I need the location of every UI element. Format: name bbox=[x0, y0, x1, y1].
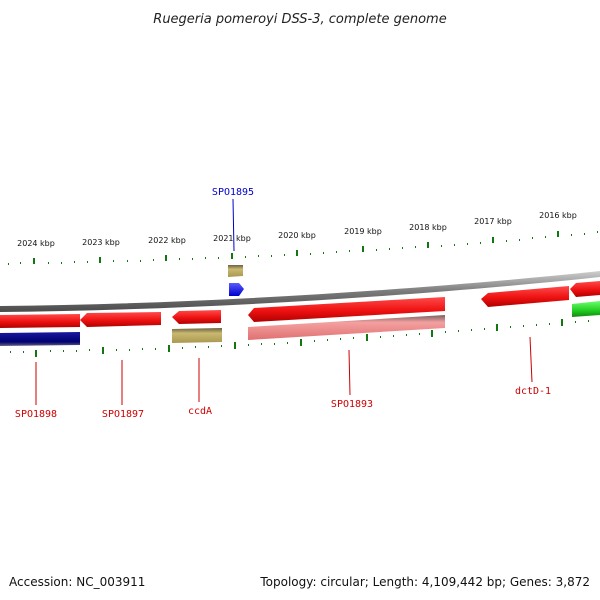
genome-backbone bbox=[0, 271, 600, 312]
label-lines bbox=[35, 198, 533, 405]
scale-label: 2018 kbp bbox=[409, 223, 447, 232]
gene-label-spo1893[interactable]: SPO1893 bbox=[331, 399, 373, 410]
gene-label-ccda[interactable]: ccdA bbox=[188, 406, 212, 417]
gene-ccda[interactable] bbox=[172, 310, 221, 324]
scale-label: 2023 kbp bbox=[82, 238, 120, 247]
outer-tick-row bbox=[8, 231, 598, 265]
scale-label: 2024 kbp bbox=[17, 239, 55, 248]
gene-spo1897[interactable] bbox=[80, 312, 161, 327]
gene-red-edge[interactable] bbox=[570, 281, 600, 297]
topology-text: Topology: circular; Length: 4,109,442 bp… bbox=[259, 575, 590, 589]
accession-text: Accession: NC_003911 bbox=[9, 575, 145, 589]
inner-tick-row bbox=[10, 319, 589, 357]
gene-label-spo1898[interactable]: SPO1898 bbox=[15, 409, 57, 420]
scale-labels: 2024 kbp 2023 kbp 2022 kbp 2021 kbp 2020… bbox=[17, 211, 577, 248]
label-line-dctd-1 bbox=[529, 336, 533, 383]
scale-label: 2016 kbp bbox=[539, 211, 577, 220]
gene-ccda-cds[interactable] bbox=[172, 328, 222, 343]
label-line-spo1893 bbox=[348, 349, 351, 396]
gene-label-spo1897[interactable]: SPO1897 bbox=[102, 409, 144, 420]
gene-spo1895[interactable] bbox=[229, 283, 244, 296]
scale-label: 2021 kbp bbox=[213, 234, 251, 243]
gene-spo1898-cds[interactable] bbox=[0, 332, 80, 346]
gene-spo1893[interactable] bbox=[248, 297, 445, 322]
gene-label-spo1895[interactable]: SPO1895 bbox=[212, 187, 254, 198]
gene-dctd-1[interactable] bbox=[481, 286, 569, 307]
gene-label-dctd-1[interactable]: dctD-1 bbox=[515, 386, 551, 397]
gene-green-edge[interactable] bbox=[572, 301, 600, 317]
scale-label: 2020 kbp bbox=[278, 231, 316, 240]
gene-spo1898[interactable] bbox=[0, 314, 80, 328]
label-line-spo1895 bbox=[232, 198, 235, 252]
scale-label: 2022 kbp bbox=[148, 236, 186, 245]
gene-spo1893-cds[interactable] bbox=[248, 315, 445, 340]
scale-label: 2017 kbp bbox=[474, 217, 512, 226]
scale-label: 2019 kbp bbox=[344, 227, 382, 236]
map-title: Ruegeria pomeroyi DSS-3, complete genome bbox=[153, 12, 446, 27]
gene-olive-upper[interactable] bbox=[228, 265, 243, 277]
